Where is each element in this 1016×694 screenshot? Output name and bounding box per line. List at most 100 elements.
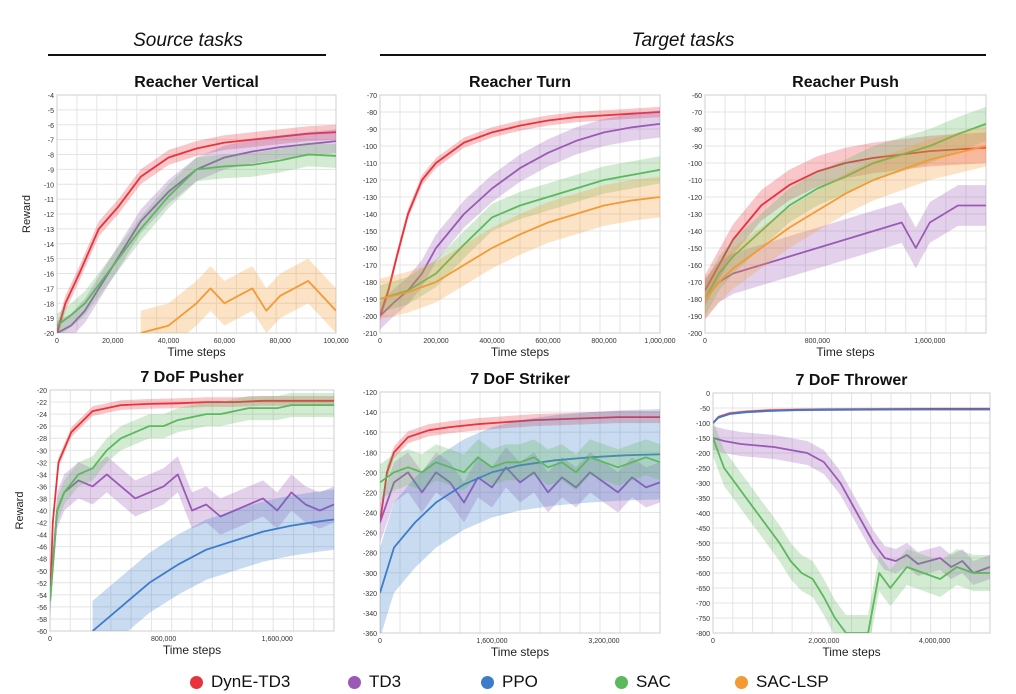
y-tick-label: -160: [363, 246, 377, 253]
y-tick-label: -48: [37, 557, 47, 564]
chart-reacher-vertical: -4 -5 -6 -7 -8 -9 -10 -11 -12 -13 -14 -15 -16 -17 -18 -…: [21, 74, 349, 359]
y-tick-label: -160: [688, 263, 702, 270]
target-tasks-rule: [380, 54, 986, 56]
y-tick-label: -11: [44, 197, 54, 204]
y-tick-label: -170: [688, 280, 702, 287]
legend-marker: [481, 675, 494, 689]
chart-title: 7 DoF Striker: [470, 371, 570, 388]
band-td3: [705, 185, 986, 320]
y-tick-label: -24: [37, 412, 47, 419]
band-td3: [380, 447, 660, 543]
x-tick-label: 800,000: [805, 338, 830, 345]
band-sac: [380, 156, 660, 313]
y-tick-label: -250: [696, 466, 710, 473]
y-tick-label: -70: [367, 93, 377, 100]
series-group: [713, 407, 990, 633]
chart-title: Reacher Push: [792, 74, 899, 91]
y-tick-label: -600: [696, 571, 710, 578]
y-tick-label: -15: [44, 257, 54, 264]
y-tick-label: -120: [688, 195, 702, 202]
x-tick-label: 1,000,000: [644, 338, 675, 345]
line-sac: [705, 123, 986, 300]
x-tick-label: 40,000: [158, 338, 180, 345]
x-tick-label: 100,000: [323, 338, 348, 345]
x-tick-label: 20,000: [102, 338, 124, 345]
y-tick-label: -240: [363, 511, 377, 518]
y-tick-label: -300: [363, 571, 377, 578]
y-tick-label: -160: [363, 430, 377, 437]
x-tick-label: 1,600,000: [914, 338, 945, 345]
y-tick-label: -22: [37, 400, 47, 407]
x-tick-label: 0: [378, 338, 382, 345]
band-td3: [50, 456, 334, 619]
chart-reacher-turn: -70 -80 -90 -100 -110 -120 -130 -140 -150 -160 -17…: [363, 74, 676, 359]
legend-label: PPO: [502, 672, 538, 691]
y-tick-label: -4: [48, 93, 54, 100]
chart-7-dof-thrower: 0 -50 -100 -150 -200 -250 -300 -350 -400 -450 -500…: [696, 372, 991, 659]
y-tick-label: -140: [363, 212, 377, 219]
y-tick-label: -350: [696, 496, 710, 503]
plot-frame: [704, 94, 987, 334]
y-tick-label: -60: [37, 629, 47, 636]
y-tick-label: -32: [37, 460, 47, 467]
y-tick-label: -58: [37, 617, 47, 624]
y-tick-label: -40: [37, 509, 47, 516]
y-tick-label: -260: [363, 531, 377, 538]
y-tick-label: -180: [363, 280, 377, 287]
y-tick-label: -180: [363, 450, 377, 457]
y-tick-label: -36: [37, 484, 47, 491]
x-axis-label: Time steps: [491, 645, 549, 659]
y-tick-label: -110: [364, 161, 378, 168]
y-tick-label: -400: [696, 511, 710, 518]
y-tick-label: -750: [696, 616, 710, 623]
y-tick-label: -44: [37, 533, 47, 540]
x-tick-label: 200,000: [423, 338, 448, 345]
y-tick-label: -320: [363, 591, 377, 598]
legend-marker: [735, 675, 748, 689]
chart-7-dof-pusher: -20 -22 -24 -26 -28 -30 -32 -34 -36 -38 -40 -42 -44 -…: [14, 369, 335, 657]
y-tick-label: -42: [37, 521, 47, 528]
y-tick-label: -150: [696, 436, 710, 443]
y-tick-label: -130: [363, 195, 377, 202]
x-tick-label: 0: [55, 338, 59, 345]
band-ppo: [380, 409, 660, 633]
y-tick-label: -120: [363, 390, 377, 397]
legend-item-td3: TD3: [348, 672, 401, 692]
y-tick-label: -100: [688, 161, 702, 168]
y-tick-label: -800: [696, 631, 710, 638]
y-tick-label: -90: [692, 144, 702, 151]
y-tick-label: -360: [363, 631, 377, 638]
x-tick-label: 4,000,000: [919, 638, 950, 645]
x-tick-label: 800,000: [151, 636, 176, 643]
legend-marker: [348, 675, 361, 689]
y-tick-label: -80: [692, 127, 702, 134]
y-tick-label: -110: [689, 178, 703, 185]
x-axis-label: Time steps: [816, 345, 874, 359]
y-tick-label: -150: [363, 229, 377, 236]
y-tick-label: -12: [44, 212, 54, 219]
line-dyne-td3: [380, 416, 660, 523]
band-sac: [50, 393, 334, 613]
y-tick-label: -90: [367, 127, 377, 134]
y-tick-label: -200: [696, 451, 710, 458]
target-tasks-header: Target tasks: [631, 30, 735, 51]
y-tick-label: -120: [363, 178, 377, 185]
legend-item-sac: SAC: [615, 672, 671, 692]
x-tick-label: 0: [711, 638, 715, 645]
plot-frame: [56, 94, 337, 334]
legend-marker: [615, 675, 628, 689]
line-td3: [50, 473, 334, 601]
y-tick-label: -10: [44, 182, 54, 189]
y-tick-label: -200: [363, 470, 377, 477]
y-tick-label: -300: [696, 481, 710, 488]
line-td3: [713, 437, 990, 574]
x-tick-label: 400,000: [479, 338, 504, 345]
chart-title: Reacher Turn: [469, 74, 571, 91]
y-tick-label: -70: [692, 110, 702, 117]
x-tick-label: 1,600,000: [262, 636, 293, 643]
y-tick-label: -8: [48, 153, 54, 160]
series-group: [57, 124, 336, 333]
x-tick-label: 0: [48, 636, 52, 643]
line-sac-lsp: [140, 280, 336, 333]
chart-title: Reacher Vertical: [134, 74, 259, 91]
